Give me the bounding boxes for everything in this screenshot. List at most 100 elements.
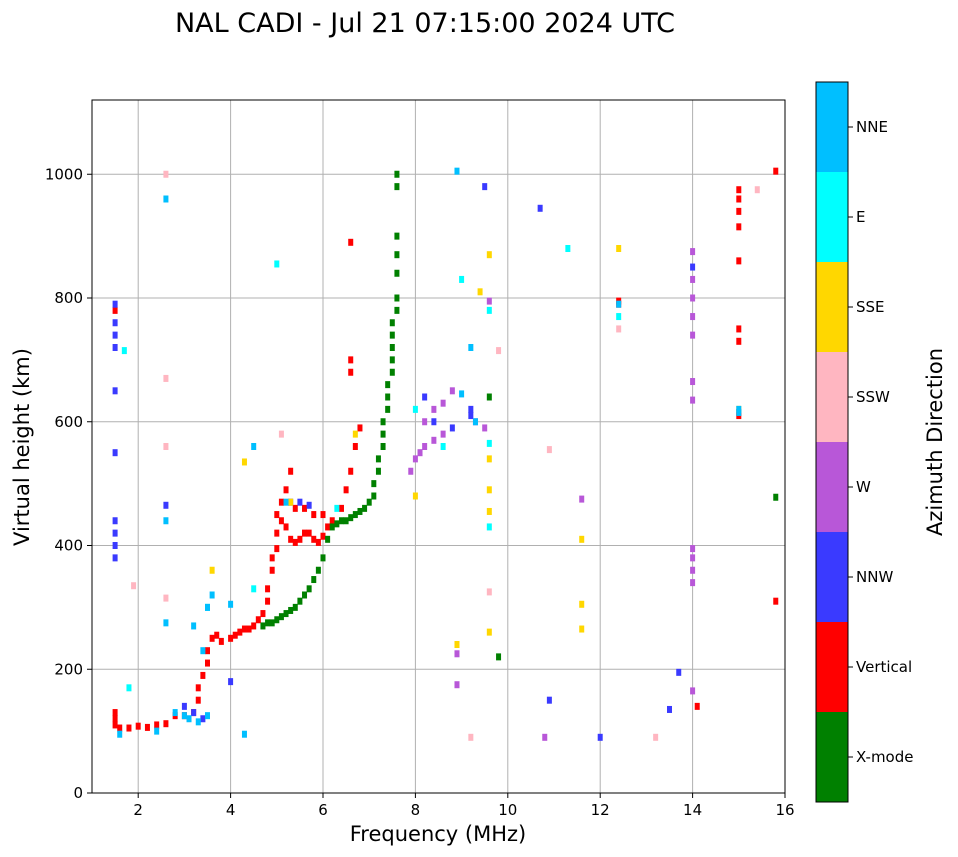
data-point [690, 687, 696, 695]
data-point [292, 603, 298, 611]
data-point [265, 597, 271, 605]
data-point [237, 628, 243, 636]
data-point [288, 535, 294, 543]
colorbar-segment [816, 712, 848, 802]
data-point [690, 566, 696, 574]
data-point [246, 625, 252, 633]
data-point [283, 486, 289, 494]
data-point [315, 538, 321, 546]
series-sse [209, 245, 742, 648]
data-point [394, 183, 400, 191]
data-point [431, 405, 437, 413]
x-tick-label: 10 [498, 801, 517, 819]
data-point [241, 730, 247, 738]
data-point [565, 245, 571, 252]
data-point [209, 634, 215, 642]
x-axis-label: Frequency (MHz) [350, 822, 526, 846]
data-point [274, 616, 280, 624]
data-point [302, 529, 308, 537]
y-tick-label: 200 [54, 660, 83, 678]
colorbar-label: NNW [856, 568, 893, 586]
data-point [486, 297, 492, 305]
data-point [209, 591, 215, 599]
data-point [736, 223, 742, 231]
data-point [195, 684, 201, 692]
data-point [144, 723, 150, 731]
data-point [736, 186, 742, 194]
data-point [616, 245, 622, 252]
colorbar: X-mode Vertical NNW W SSW SSE E NNE [815, 81, 913, 803]
data-point [542, 733, 548, 741]
series-e [121, 245, 622, 692]
data-point [690, 275, 696, 283]
data-point [431, 436, 437, 444]
data-point [112, 331, 118, 339]
data-point [352, 443, 358, 450]
data-point [348, 368, 354, 376]
data-point [459, 275, 465, 283]
y-axis: 0 200 400 600 800 1000 [45, 165, 92, 802]
data-point [228, 634, 234, 642]
data-point [195, 696, 201, 704]
data-point [163, 443, 169, 450]
data-point [241, 625, 247, 633]
data-point [288, 498, 294, 506]
data-point [385, 405, 391, 413]
x-tick-label: 14 [683, 801, 702, 819]
data-point [454, 641, 460, 648]
data-point [486, 507, 492, 515]
data-point [579, 600, 585, 608]
data-point [454, 681, 460, 689]
data-point [690, 579, 696, 587]
data-point [496, 653, 502, 661]
data-point [773, 167, 779, 175]
data-point [205, 603, 210, 611]
data-point [690, 248, 696, 256]
data-point [265, 585, 271, 593]
data-point [251, 443, 257, 450]
data-point [690, 545, 696, 553]
data-point [736, 337, 742, 345]
data-point [163, 619, 169, 627]
data-point [163, 374, 169, 382]
data-point [112, 449, 118, 457]
data-point [320, 511, 326, 519]
data-point [357, 424, 363, 432]
data-point [214, 631, 220, 639]
data-point [690, 263, 696, 271]
data-point [486, 439, 492, 447]
y-tick-label: 1000 [45, 165, 83, 183]
data-point [736, 257, 742, 265]
data-point [195, 718, 201, 726]
data-point [278, 517, 284, 525]
data-point [537, 204, 543, 212]
data-point [205, 647, 210, 655]
data-point [311, 535, 317, 543]
data-point [191, 622, 197, 630]
data-point [482, 424, 488, 432]
data-point [440, 399, 446, 407]
series-ssw [131, 170, 760, 741]
data-point [329, 523, 335, 531]
data-point [181, 702, 187, 710]
data-point [736, 405, 742, 413]
data-point [200, 715, 206, 723]
data-point [754, 186, 760, 194]
colorbar-label: SSE [856, 298, 885, 316]
y-tick-label: 0 [73, 784, 83, 802]
data-point [186, 715, 192, 723]
data-point [163, 594, 169, 602]
data-point [468, 405, 474, 413]
data-point [389, 331, 395, 339]
x-tick-label: 8 [411, 801, 421, 819]
colorbar-segment [816, 622, 848, 712]
data-point [121, 347, 127, 355]
data-point [228, 600, 234, 608]
data-point [486, 486, 492, 494]
data-point [408, 467, 414, 475]
data-point [348, 514, 354, 522]
data-point [251, 585, 257, 593]
data-point [579, 535, 585, 543]
data-point [269, 619, 275, 627]
data-point [690, 554, 696, 562]
